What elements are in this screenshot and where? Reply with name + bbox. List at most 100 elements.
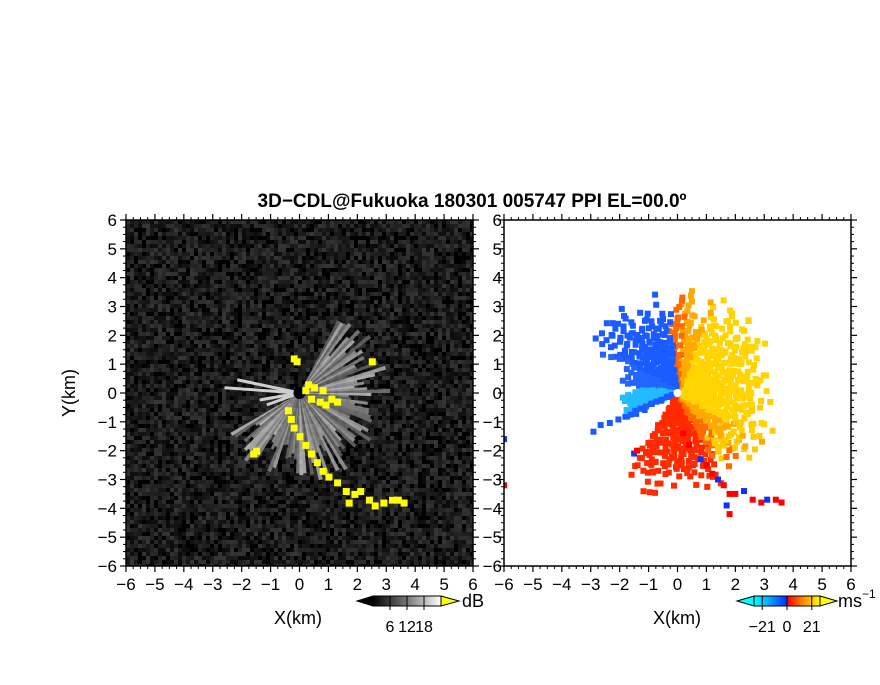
noise-cell xyxy=(230,452,234,456)
noise-cell xyxy=(446,260,450,264)
noise-cell xyxy=(426,284,430,288)
noise-cell xyxy=(178,284,182,288)
noise-cell xyxy=(458,492,462,496)
noise-cell xyxy=(406,244,410,248)
noise-cell xyxy=(314,280,318,284)
noise-cell xyxy=(186,248,190,252)
noise-cell xyxy=(462,424,466,428)
noise-cell xyxy=(218,316,222,320)
noise-cell xyxy=(262,380,266,384)
noise-cell xyxy=(338,220,342,224)
noise-cell xyxy=(310,288,314,292)
noise-cell xyxy=(226,428,230,432)
noise-cell xyxy=(162,492,166,496)
noise-cell xyxy=(374,364,378,368)
noise-cell xyxy=(214,324,218,328)
noise-cell xyxy=(242,404,246,408)
noise-cell xyxy=(150,448,154,452)
noise-cell xyxy=(174,220,178,224)
noise-cell xyxy=(466,400,470,404)
noise-cell xyxy=(222,348,226,352)
noise-cell xyxy=(274,348,278,352)
noise-cell xyxy=(322,240,326,244)
noise-cell xyxy=(146,408,150,412)
noise-cell xyxy=(254,256,258,260)
noise-cell xyxy=(210,404,214,408)
noise-cell xyxy=(290,496,294,500)
noise-cell xyxy=(198,312,202,316)
noise-cell xyxy=(210,452,214,456)
noise-cell xyxy=(462,412,466,416)
noise-cell xyxy=(374,440,378,444)
noise-cell xyxy=(442,236,446,240)
noise-cell xyxy=(358,324,362,328)
noise-cell xyxy=(250,272,254,276)
noise-cell xyxy=(382,460,386,464)
noise-cell xyxy=(126,228,130,232)
noise-cell xyxy=(150,464,154,468)
noise-cell xyxy=(458,380,462,384)
noise-cell xyxy=(206,448,210,452)
noise-cell xyxy=(162,368,166,372)
noise-cell xyxy=(282,352,286,356)
noise-cell xyxy=(190,316,194,320)
noise-cell xyxy=(190,372,194,376)
noise-cell xyxy=(294,340,298,344)
noise-cell xyxy=(206,400,210,404)
noise-cell xyxy=(258,424,262,428)
noise-cell xyxy=(250,248,254,252)
noise-cell xyxy=(398,420,402,424)
noise-cell xyxy=(370,480,374,484)
noise-cell xyxy=(146,344,150,348)
noise-cell xyxy=(466,424,470,428)
noise-cell xyxy=(326,256,330,260)
noise-cell xyxy=(414,368,418,372)
noise-cell xyxy=(398,356,402,360)
noise-cell xyxy=(322,280,326,284)
noise-cell xyxy=(158,400,162,404)
noise-cell xyxy=(318,284,322,288)
noise-cell xyxy=(254,252,258,256)
noise-cell xyxy=(126,232,130,236)
noise-cell xyxy=(450,244,454,248)
noise-cell xyxy=(146,448,150,452)
noise-cell xyxy=(270,436,274,440)
noise-cell xyxy=(278,472,282,476)
noise-cell xyxy=(354,316,358,320)
noise-cell xyxy=(422,280,426,284)
noise-cell xyxy=(446,384,450,388)
noise-cell xyxy=(242,256,246,260)
noise-cell xyxy=(338,228,342,232)
noise-cell xyxy=(354,488,358,492)
noise-cell xyxy=(162,308,166,312)
noise-cell xyxy=(382,340,386,344)
noise-cell xyxy=(318,260,322,264)
noise-cell xyxy=(174,272,178,276)
noise-cell xyxy=(258,308,262,312)
noise-cell xyxy=(146,376,150,380)
noise-cell xyxy=(414,468,418,472)
noise-cell xyxy=(234,220,238,224)
noise-cell xyxy=(270,304,274,308)
noise-cell xyxy=(374,240,378,244)
noise-cell xyxy=(150,332,154,336)
noise-cell xyxy=(350,296,354,300)
noise-cell xyxy=(462,236,466,240)
noise-cell xyxy=(462,452,466,456)
noise-cell xyxy=(342,252,346,256)
noise-cell xyxy=(270,364,274,368)
noise-cell xyxy=(154,268,158,272)
noise-cell xyxy=(382,424,386,428)
noise-cell xyxy=(418,292,422,296)
noise-cell xyxy=(290,324,294,328)
noise-cell xyxy=(382,452,386,456)
noise-cell xyxy=(146,324,150,328)
noise-cell xyxy=(146,256,150,260)
noise-cell xyxy=(238,496,242,500)
noise-cell xyxy=(202,228,206,232)
noise-cell xyxy=(218,428,222,432)
noise-cell xyxy=(322,456,326,460)
noise-cell xyxy=(150,472,154,476)
noise-cell xyxy=(126,452,130,456)
noise-cell xyxy=(378,372,382,376)
